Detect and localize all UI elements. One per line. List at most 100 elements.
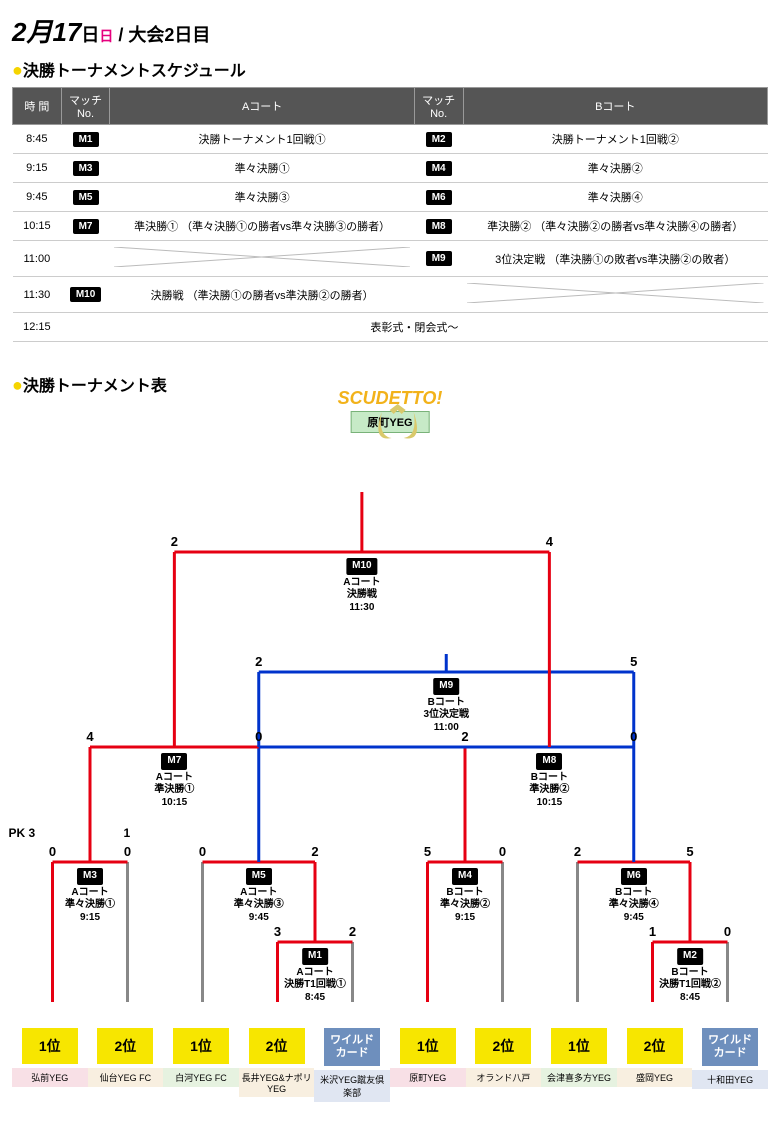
score-value: 1 bbox=[649, 924, 656, 939]
score-value: 0 bbox=[199, 844, 206, 859]
match-badge: M4 bbox=[426, 161, 452, 176]
cell-court-b: 決勝トーナメント1回戦② bbox=[463, 125, 767, 154]
team-slot: 1位会津喜多方YEG bbox=[541, 1028, 617, 1102]
cell-matchno: M6 bbox=[414, 183, 463, 212]
bullet-icon: ● bbox=[12, 60, 23, 80]
schedule-table: 時 間 マッチNo. Aコート マッチNo. Bコート 8:45 M1 決勝トーナメ… bbox=[12, 87, 768, 342]
seed-badge: 1位 bbox=[173, 1028, 229, 1064]
cell-matchno: M9 bbox=[414, 241, 463, 277]
pk-score: PK 3 bbox=[9, 826, 36, 840]
seed-badge: ワイルドカード bbox=[702, 1028, 758, 1066]
cell-merged: 表彰式・閉会式～ bbox=[61, 313, 767, 342]
score-value: 0 bbox=[499, 844, 506, 859]
score-value: 2 bbox=[574, 844, 581, 859]
match-label: M2Bコート決勝T1回戦②8:45 bbox=[659, 948, 721, 1004]
team-slot: 2位オランド八戸 bbox=[466, 1028, 542, 1102]
seed-badge: 2位 bbox=[97, 1028, 153, 1064]
seed-badge: 2位 bbox=[475, 1028, 531, 1064]
match-badge: M9 bbox=[426, 251, 452, 266]
cell-matchno: M3 bbox=[61, 154, 110, 183]
team-slot: 1位弘前YEG bbox=[12, 1028, 88, 1102]
col-time: 時 間 bbox=[13, 88, 62, 125]
match-label: M1Aコート決勝T1回戦①8:45 bbox=[284, 948, 346, 1004]
col-court-a: Aコート bbox=[110, 88, 414, 125]
score-value: 0 bbox=[49, 844, 56, 859]
match-badge: M7 bbox=[73, 219, 99, 234]
cell-matchno: M10 bbox=[61, 277, 110, 313]
cell-matchno: M4 bbox=[414, 154, 463, 183]
match-badge: M1 bbox=[73, 132, 99, 147]
match-badge: M9 bbox=[433, 678, 459, 695]
col-matchno-a: マッチNo. bbox=[61, 88, 110, 125]
cell-matchno: M2 bbox=[414, 125, 463, 154]
match-badge: M10 bbox=[70, 287, 101, 302]
subtitle: 大会2日目 bbox=[128, 25, 210, 45]
score-value: 5 bbox=[424, 844, 431, 859]
match-badge: M8 bbox=[426, 219, 452, 234]
cell-court-a: 決勝戦 （準決勝①の勝者vs準決勝②の勝者） bbox=[110, 277, 414, 313]
col-matchno-b: マッチNo. bbox=[414, 88, 463, 125]
cell-court-b bbox=[463, 277, 767, 313]
seed-badge: 2位 bbox=[249, 1028, 305, 1064]
match-label: M4Bコート準々決勝②9:15 bbox=[440, 868, 490, 924]
table-row: 9:15M3準々決勝①M4準々決勝② bbox=[13, 154, 768, 183]
score-value: 2 bbox=[255, 654, 262, 669]
team-slot: ワイルドカード米沢YEG蹴友倶楽部 bbox=[314, 1028, 390, 1102]
match-badge: M10 bbox=[346, 558, 377, 575]
match-badge: M3 bbox=[77, 868, 103, 885]
match-badge: M8 bbox=[536, 753, 562, 770]
score-value: 3 bbox=[274, 924, 281, 939]
team-name: 盛岡YEG bbox=[617, 1068, 693, 1087]
team-slot: 1位白河YEG FC bbox=[163, 1028, 239, 1102]
teams-row: 1位弘前YEG2位仙台YEG FC1位白河YEG FC2位長井YEG&ナポリYE… bbox=[12, 1028, 768, 1102]
team-slot: 2位盛岡YEG bbox=[617, 1028, 693, 1102]
seed-badge: ワイルドカード bbox=[324, 1028, 380, 1066]
team-slot: ワイルドカード十和田YEG bbox=[692, 1028, 768, 1102]
cell-matchno: M1 bbox=[61, 125, 110, 154]
table-row: 11:30 M10 決勝戦 （準決勝①の勝者vs準決勝②の勝者） bbox=[13, 277, 768, 313]
score-value: 4 bbox=[86, 729, 93, 744]
table-row: 10:15M7準決勝① （準々決勝①の勝者vs準々決勝③の勝者）M8準決勝② （… bbox=[13, 212, 768, 241]
score-value: 2 bbox=[171, 534, 178, 549]
seed-badge: 1位 bbox=[400, 1028, 456, 1064]
schedule-title: ●決勝トーナメントスケジュール bbox=[12, 57, 768, 81]
date-month: 2月 bbox=[12, 17, 52, 47]
team-slot: 1位原町YEG bbox=[390, 1028, 466, 1102]
date-day: 17 bbox=[52, 17, 81, 47]
score-value: 5 bbox=[686, 844, 693, 859]
pk-score: 1 bbox=[124, 826, 131, 840]
team-name: 原町YEG bbox=[390, 1068, 466, 1087]
slash: / bbox=[118, 25, 128, 45]
score-value: 4 bbox=[546, 534, 553, 549]
col-court-b: Bコート bbox=[463, 88, 767, 125]
team-name: 仙台YEG FC bbox=[88, 1068, 164, 1087]
match-label: M5Aコート準々決勝③9:45 bbox=[234, 868, 284, 924]
seed-badge: 1位 bbox=[22, 1028, 78, 1064]
bullet-icon: ● bbox=[12, 375, 23, 395]
team-slot: 2位仙台YEG FC bbox=[88, 1028, 164, 1102]
team-name: 米沢YEG蹴友倶楽部 bbox=[314, 1070, 390, 1102]
cell-time: 9:15 bbox=[13, 154, 62, 183]
team-name: 会津喜多方YEG bbox=[541, 1068, 617, 1087]
cell-court-b: 準々決勝② bbox=[463, 154, 767, 183]
date-suffix: 日 bbox=[81, 25, 99, 45]
match-badge: M2 bbox=[677, 948, 703, 965]
match-label: M3Aコート準々決勝①9:15 bbox=[65, 868, 115, 924]
cell-time: 12:15 bbox=[13, 313, 62, 342]
cell-court-b: 準決勝② （準々決勝②の勝者vs準々決勝④の勝者） bbox=[463, 212, 767, 241]
cell-court-b: 3位決定戦 （準決勝①の敗者vs準決勝②の敗者） bbox=[463, 241, 767, 277]
match-badge: M6 bbox=[621, 868, 647, 885]
score-value: 0 bbox=[724, 924, 731, 939]
cell-time: 11:30 bbox=[13, 277, 62, 313]
table-row: 8:45M1決勝トーナメント1回戦①M2決勝トーナメント1回戦② bbox=[13, 125, 768, 154]
cell-matchno bbox=[61, 241, 110, 277]
weekday: 日 bbox=[99, 28, 113, 44]
team-name: 白河YEG FC bbox=[163, 1068, 239, 1087]
match-label: M7Aコート準決勝①10:15 bbox=[154, 753, 194, 809]
cell-court-b: 準々決勝④ bbox=[463, 183, 767, 212]
cell-time: 9:45 bbox=[13, 183, 62, 212]
match-label: M9Bコート3位決定戦11:00 bbox=[423, 678, 469, 734]
cell-time: 8:45 bbox=[13, 125, 62, 154]
match-badge: M5 bbox=[246, 868, 272, 885]
match-badge: M4 bbox=[452, 868, 478, 885]
